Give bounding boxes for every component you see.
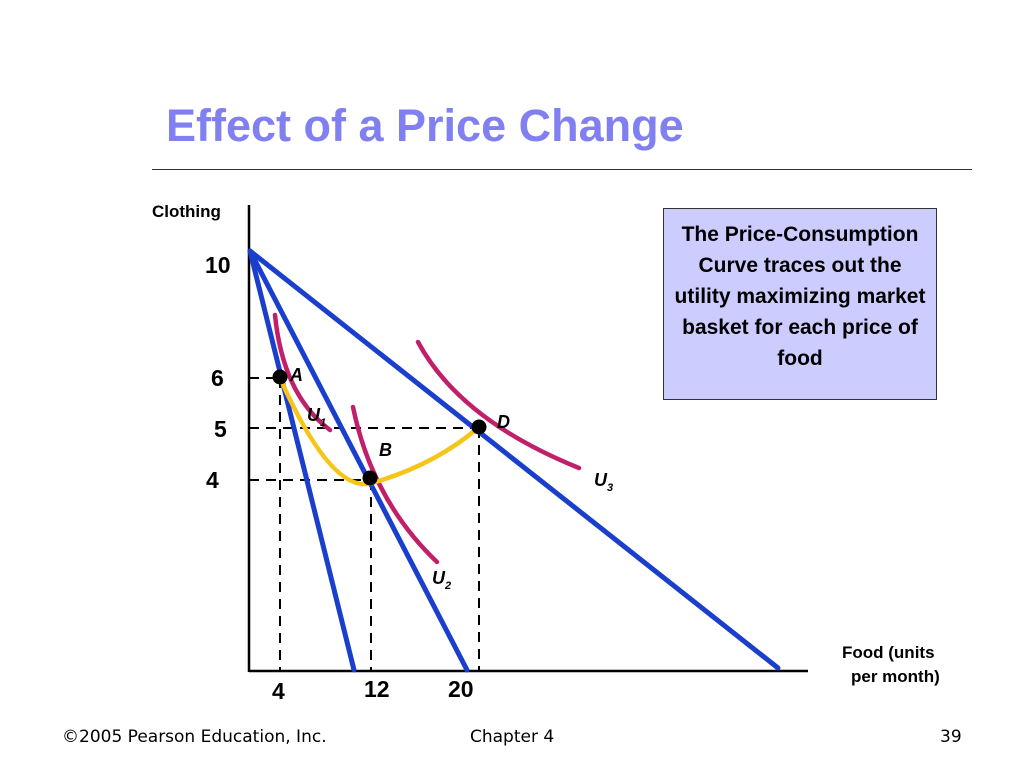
point-a-label: A: [289, 365, 303, 385]
y-tick-5: 5: [214, 416, 227, 442]
y-axis-label: Clothing: [152, 202, 221, 221]
y-tick-6: 6: [211, 365, 224, 391]
curve-u3-label: U3: [594, 470, 613, 494]
curve-u1-label: U1: [307, 405, 326, 429]
x-tick-20: 20: [448, 676, 474, 702]
x-tick-12: 12: [364, 676, 390, 702]
title-divider: [152, 169, 972, 170]
indifference-curves: [272, 312, 582, 565]
curve-u2-label: U2: [432, 568, 451, 592]
price-consumption-curve: [277, 375, 482, 487]
point-d-marker: [471, 419, 487, 435]
footer-page-number: 39: [940, 727, 962, 747]
indifference-curve-u2: [350, 404, 440, 565]
footer-chapter: Chapter 4: [470, 727, 555, 747]
budget-line-3: [247, 248, 781, 671]
indifference-curve-u1: [272, 312, 333, 433]
y-tick-10: 10: [205, 252, 231, 278]
x-axis-label-line2: per month): [851, 667, 940, 686]
callout-box: The Price-Consumption Curve traces out t…: [663, 208, 937, 400]
point-a-marker: [272, 369, 288, 385]
budget-lines: [247, 248, 781, 673]
budget-line-1: [247, 248, 357, 673]
guide-lines: [249, 377, 480, 671]
indifference-curve-u3: [415, 339, 582, 471]
footer-copyright: ©2005 Pearson Education, Inc.: [62, 727, 327, 747]
y-tick-4: 4: [206, 467, 219, 493]
budget-line-2: [247, 248, 470, 673]
slide-title: Effect of a Price Change: [166, 100, 684, 151]
x-axis-label-line1: Food (units: [842, 643, 935, 662]
point-b-label: B: [379, 440, 392, 460]
point-d-label: D: [497, 412, 510, 432]
point-b-marker: [362, 470, 378, 486]
x-tick-4: 4: [272, 678, 285, 704]
